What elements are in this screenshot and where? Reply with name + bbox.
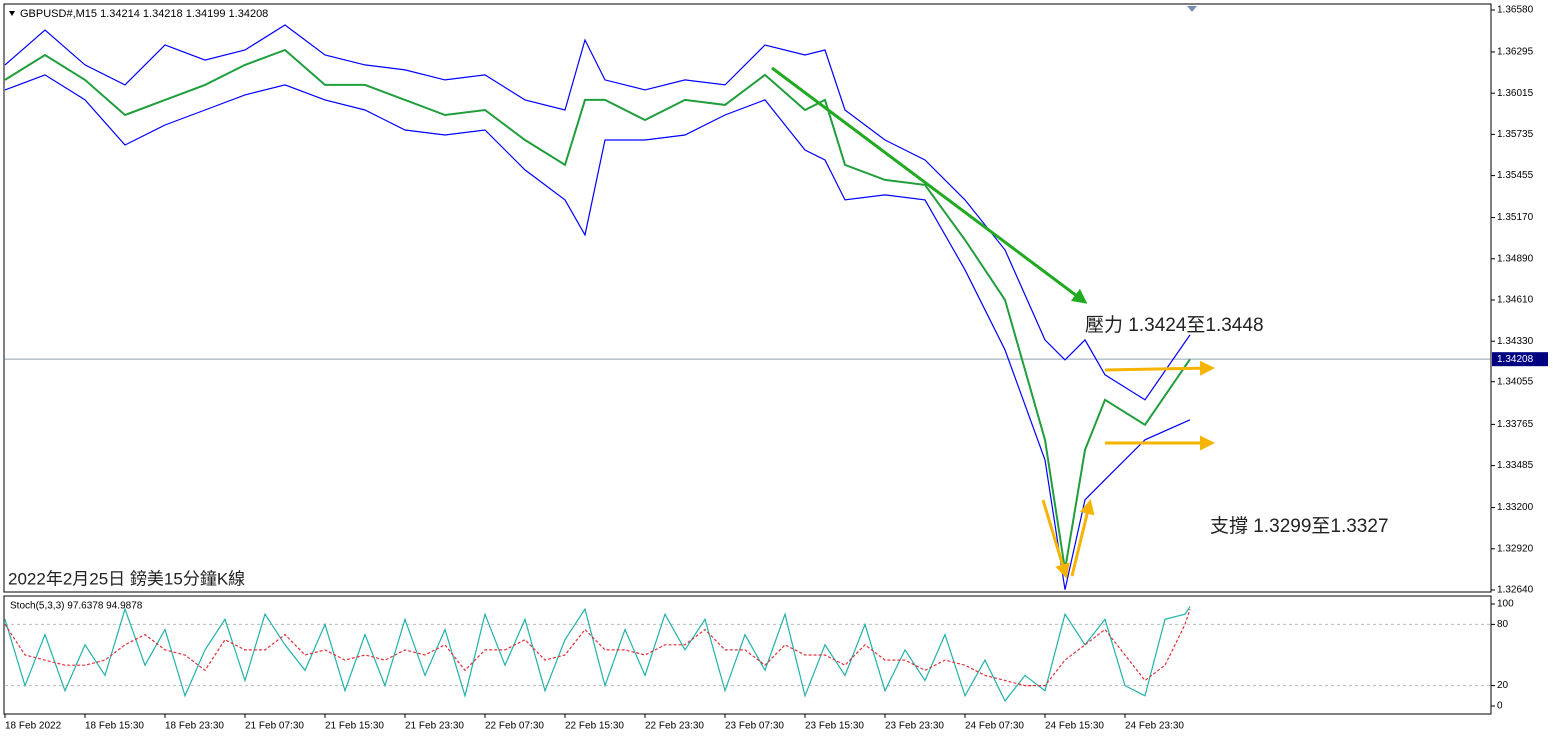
- x-tick-label: 22 Feb 07:30: [485, 721, 544, 732]
- y-tick-label: 80: [1497, 619, 1509, 630]
- x-tick-label: 22 Feb 23:30: [645, 721, 704, 732]
- x-tick-label: 23 Feb 15:30: [805, 721, 864, 732]
- x-tick-label: 18 Feb 2022: [5, 721, 62, 732]
- x-tick-label: 18 Feb 23:30: [165, 721, 224, 732]
- x-tick-label: 21 Feb 15:30: [325, 721, 384, 732]
- y-tick-label: 1.34890: [1497, 253, 1534, 264]
- y-tick-label: 1.36015: [1497, 88, 1534, 99]
- y-tick-label: 0: [1497, 701, 1503, 712]
- y-tick-label: 1.32920: [1497, 543, 1534, 554]
- plot-layer: GBPUSD#,M15 1.34214 1.34218 1.34199 1.34…: [4, 5, 1548, 732]
- x-tick-label: 21 Feb 23:30: [405, 721, 464, 732]
- series-line: [4, 48, 1191, 570]
- current-price-box: [1492, 352, 1548, 367]
- x-tick-label: 24 Feb 15:30: [1045, 721, 1104, 732]
- series-line: [4, 24, 1191, 401]
- x-tick-label: 22 Feb 15:30: [565, 721, 624, 732]
- panel-title: Stoch(5,3,3) 97.6378 94.9878: [10, 601, 143, 612]
- y-tick-label: 1.35735: [1497, 129, 1534, 140]
- y-tick-label: 1.36295: [1497, 47, 1534, 58]
- resistance-arrow: [1104, 360, 1215, 376]
- x-tick-label: 21 Feb 07:30: [245, 721, 304, 732]
- x-tick-label: 23 Feb 07:30: [725, 721, 784, 732]
- y-tick-label: 1.34055: [1497, 376, 1534, 387]
- x-tick-label: 18 Feb 15:30: [85, 721, 144, 732]
- trend-arrow: [771, 66, 1088, 304]
- series-line: [4, 74, 1191, 590]
- shift-marker: [1187, 6, 1197, 12]
- y-tick-label: 1.36580: [1497, 5, 1534, 16]
- x-tick-label: 24 Feb 07:30: [965, 721, 1024, 732]
- y-tick-label: 1.33485: [1497, 460, 1534, 471]
- y-tick-label: 1.33200: [1497, 502, 1534, 513]
- down-arrow: [1041, 499, 1070, 579]
- y-tick-label: 100: [1497, 599, 1514, 610]
- y-tick-label: 20: [1497, 680, 1509, 691]
- series-line: [4, 606, 1191, 703]
- y-tick-label: 1.32640: [1497, 585, 1534, 596]
- up-arrow: [1070, 499, 1095, 577]
- main-panel: [3, 3, 1492, 593]
- annotation: 壓力 1.3424至1.3448: [1085, 314, 1264, 336]
- y-tick-label: 1.34330: [1497, 336, 1534, 347]
- y-tick-label: 1.33765: [1497, 419, 1534, 430]
- y-tick-label: 1.34610: [1497, 295, 1534, 306]
- panel-title: GBPUSD#,M15 1.34214 1.34218 1.34199 1.34…: [20, 8, 268, 20]
- current-price-label: 1.34208: [1497, 354, 1534, 365]
- annotation: 2022年2月25日 鎊美15分鐘K線: [8, 569, 245, 588]
- annotation: 支撐 1.3299至1.3327: [1210, 515, 1389, 537]
- x-tick-label: 24 Feb 23:30: [1125, 721, 1184, 732]
- x-tick-label: 23 Feb 23:30: [885, 721, 944, 732]
- menu-icon: [9, 11, 15, 16]
- stoch-panel: [3, 595, 1492, 715]
- y-tick-label: 1.35455: [1497, 170, 1534, 181]
- series-line: [4, 608, 1191, 687]
- y-tick-label: 1.35170: [1497, 212, 1534, 223]
